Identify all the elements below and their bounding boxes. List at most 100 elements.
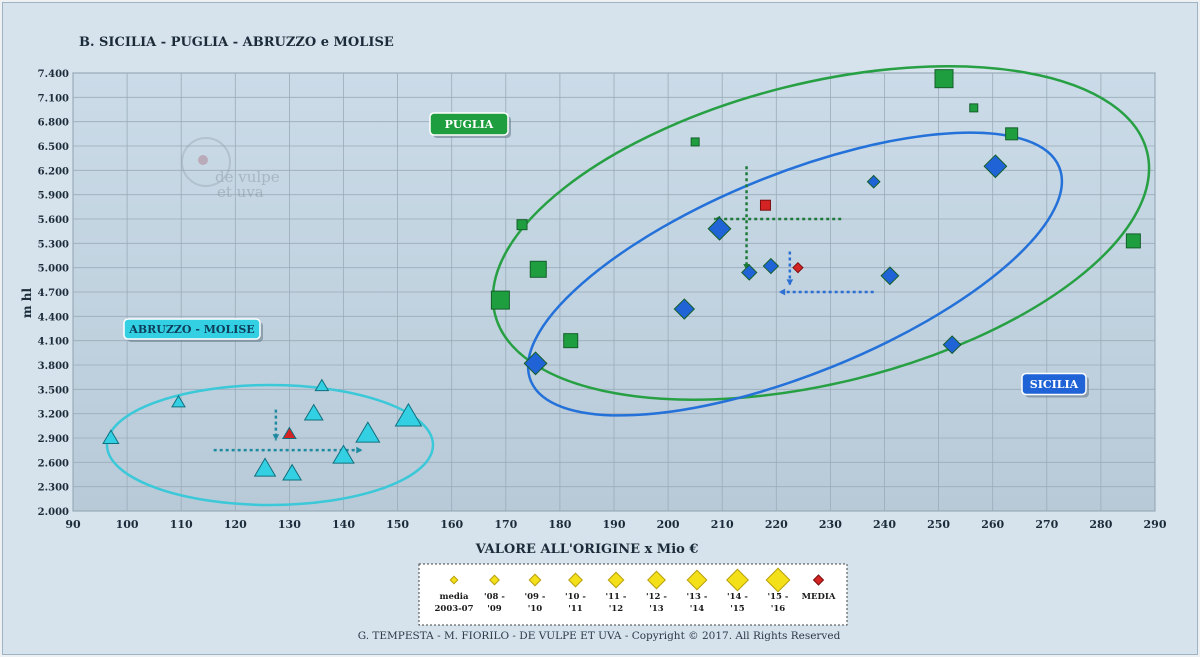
x-tick-label: 170 — [494, 518, 517, 531]
watermark-text: de vulpe — [215, 168, 280, 186]
legend-label: '09 — [487, 604, 502, 614]
legend-item: media 2003-07 — [434, 575, 474, 614]
y-tick-label: 5.300 — [38, 239, 69, 250]
legend-label: '15 - — [768, 592, 789, 602]
sicilia-cluster-ellipse — [526, 131, 1064, 417]
legend-label: '13 — [649, 604, 664, 614]
legend-label: 2003-07 — [434, 604, 473, 614]
y-tick-label: 3.500 — [38, 385, 69, 396]
data-point — [253, 457, 277, 477]
legend: media 2003-07 '08 - '09 '09 - '10 '10 - '11 '11 … — [418, 563, 848, 626]
data-point — [171, 394, 186, 408]
legend-marker — [765, 567, 791, 593]
data-point — [690, 137, 700, 147]
legend-label: '10 - — [565, 592, 586, 602]
media-point — [759, 199, 771, 211]
x-tick-label: 110 — [170, 518, 193, 531]
data-point — [332, 444, 355, 464]
y-tick-label: 2.300 — [38, 483, 69, 494]
legend-label: '12 - — [646, 592, 667, 602]
abruzzo-guide-arrow-y-head — [272, 434, 280, 441]
data-point — [303, 403, 324, 421]
abruzzo-molise-cluster-ellipse — [105, 383, 435, 507]
x-tick-label: 210 — [711, 518, 734, 531]
y-tick-label: 4.100 — [38, 337, 69, 348]
region-label-box — [1021, 372, 1087, 396]
data-point — [490, 290, 510, 310]
data-point — [741, 264, 758, 281]
data-point — [523, 351, 548, 376]
legend-label: '10 — [528, 604, 543, 614]
legend-label: '13 - — [687, 592, 708, 602]
data-point — [282, 463, 303, 481]
region-label-2: SICILIA — [1021, 372, 1089, 398]
region-label-text: SICILIA — [1030, 378, 1079, 391]
x-tick-label: 160 — [440, 518, 463, 531]
x-tick-label: 180 — [548, 518, 571, 531]
y-tick-label: 7.100 — [38, 93, 69, 104]
data-point — [529, 260, 547, 278]
legend-marker — [686, 569, 708, 591]
data-point — [1005, 127, 1019, 141]
data-point — [969, 103, 979, 113]
x-tick-label: 130 — [278, 518, 301, 531]
data-point — [880, 266, 900, 286]
data-point — [707, 216, 732, 241]
legend-item: '08 - '09 — [484, 574, 505, 614]
y-tick-label: 3.200 — [38, 410, 69, 421]
chart-title: B. SICILIA - PUGLIA - ABRUZZO e MOLISE — [79, 35, 394, 50]
media-point — [792, 261, 804, 274]
y-tick-label: 5.600 — [38, 215, 69, 226]
x-tick-label: 280 — [1089, 518, 1112, 531]
y-tick-label: 4.700 — [38, 288, 69, 299]
media-point — [282, 426, 297, 439]
legend-marker — [528, 573, 542, 587]
region-label-0: PUGLIA — [429, 112, 511, 138]
footer-credits: G. TEMPESTA - M. FIORILO - DE VULPE ET U… — [358, 630, 841, 642]
legend-item: '09 - '10 — [525, 573, 546, 614]
x-tick-label: 100 — [116, 518, 139, 531]
legend-label: '12 — [609, 604, 624, 614]
x-tick-label: 260 — [981, 518, 1004, 531]
sicilia-guide-arrow-y-head — [786, 279, 794, 286]
legend-marker — [726, 568, 749, 592]
data-point — [673, 298, 696, 320]
y-tick-label: 3.800 — [38, 361, 69, 372]
legend-item: '10 - '11 — [565, 572, 586, 614]
data-point — [355, 421, 381, 443]
watermark-circle — [181, 137, 231, 187]
legend-media-marker — [812, 574, 825, 586]
legend-label: MEDIA — [802, 592, 836, 602]
x-tick-label: 200 — [657, 518, 680, 531]
abruzzo-guide-arrow-x-head — [356, 446, 363, 454]
y-tick-label: 6.500 — [38, 142, 69, 153]
legend-label: media — [439, 592, 469, 602]
data-point — [942, 335, 962, 355]
data-point — [314, 378, 330, 392]
legend-label: '09 - — [525, 592, 546, 602]
data-point — [102, 429, 120, 444]
legend-marker — [568, 572, 583, 588]
y-tick-label: 2.900 — [38, 434, 69, 445]
watermark-grape-icon — [198, 155, 208, 165]
x-axis-label: VALORE ALL'ORIGINE x Mio € — [475, 542, 699, 557]
legend-item: '14 - '15 — [726, 568, 749, 614]
data-point — [934, 69, 954, 89]
y-tick-label: 6.200 — [38, 166, 69, 177]
x-tick-label: 120 — [224, 518, 247, 531]
x-tick-label: 290 — [1144, 518, 1167, 531]
region-label-text: ABRUZZO - MOLISE — [128, 323, 254, 336]
sicilia-guide-arrow-x-head — [779, 288, 786, 296]
legend-label: '15 — [730, 604, 745, 614]
data-point — [394, 402, 423, 427]
legend-label: '14 - — [727, 592, 748, 602]
watermark-text: et uva — [217, 183, 264, 201]
y-tick-label: 5.900 — [38, 191, 69, 202]
legend-item: '13 - '14 — [686, 569, 708, 614]
legend-marker — [449, 575, 459, 585]
data-point — [516, 219, 528, 231]
y-tick-label: 2.600 — [38, 458, 69, 469]
